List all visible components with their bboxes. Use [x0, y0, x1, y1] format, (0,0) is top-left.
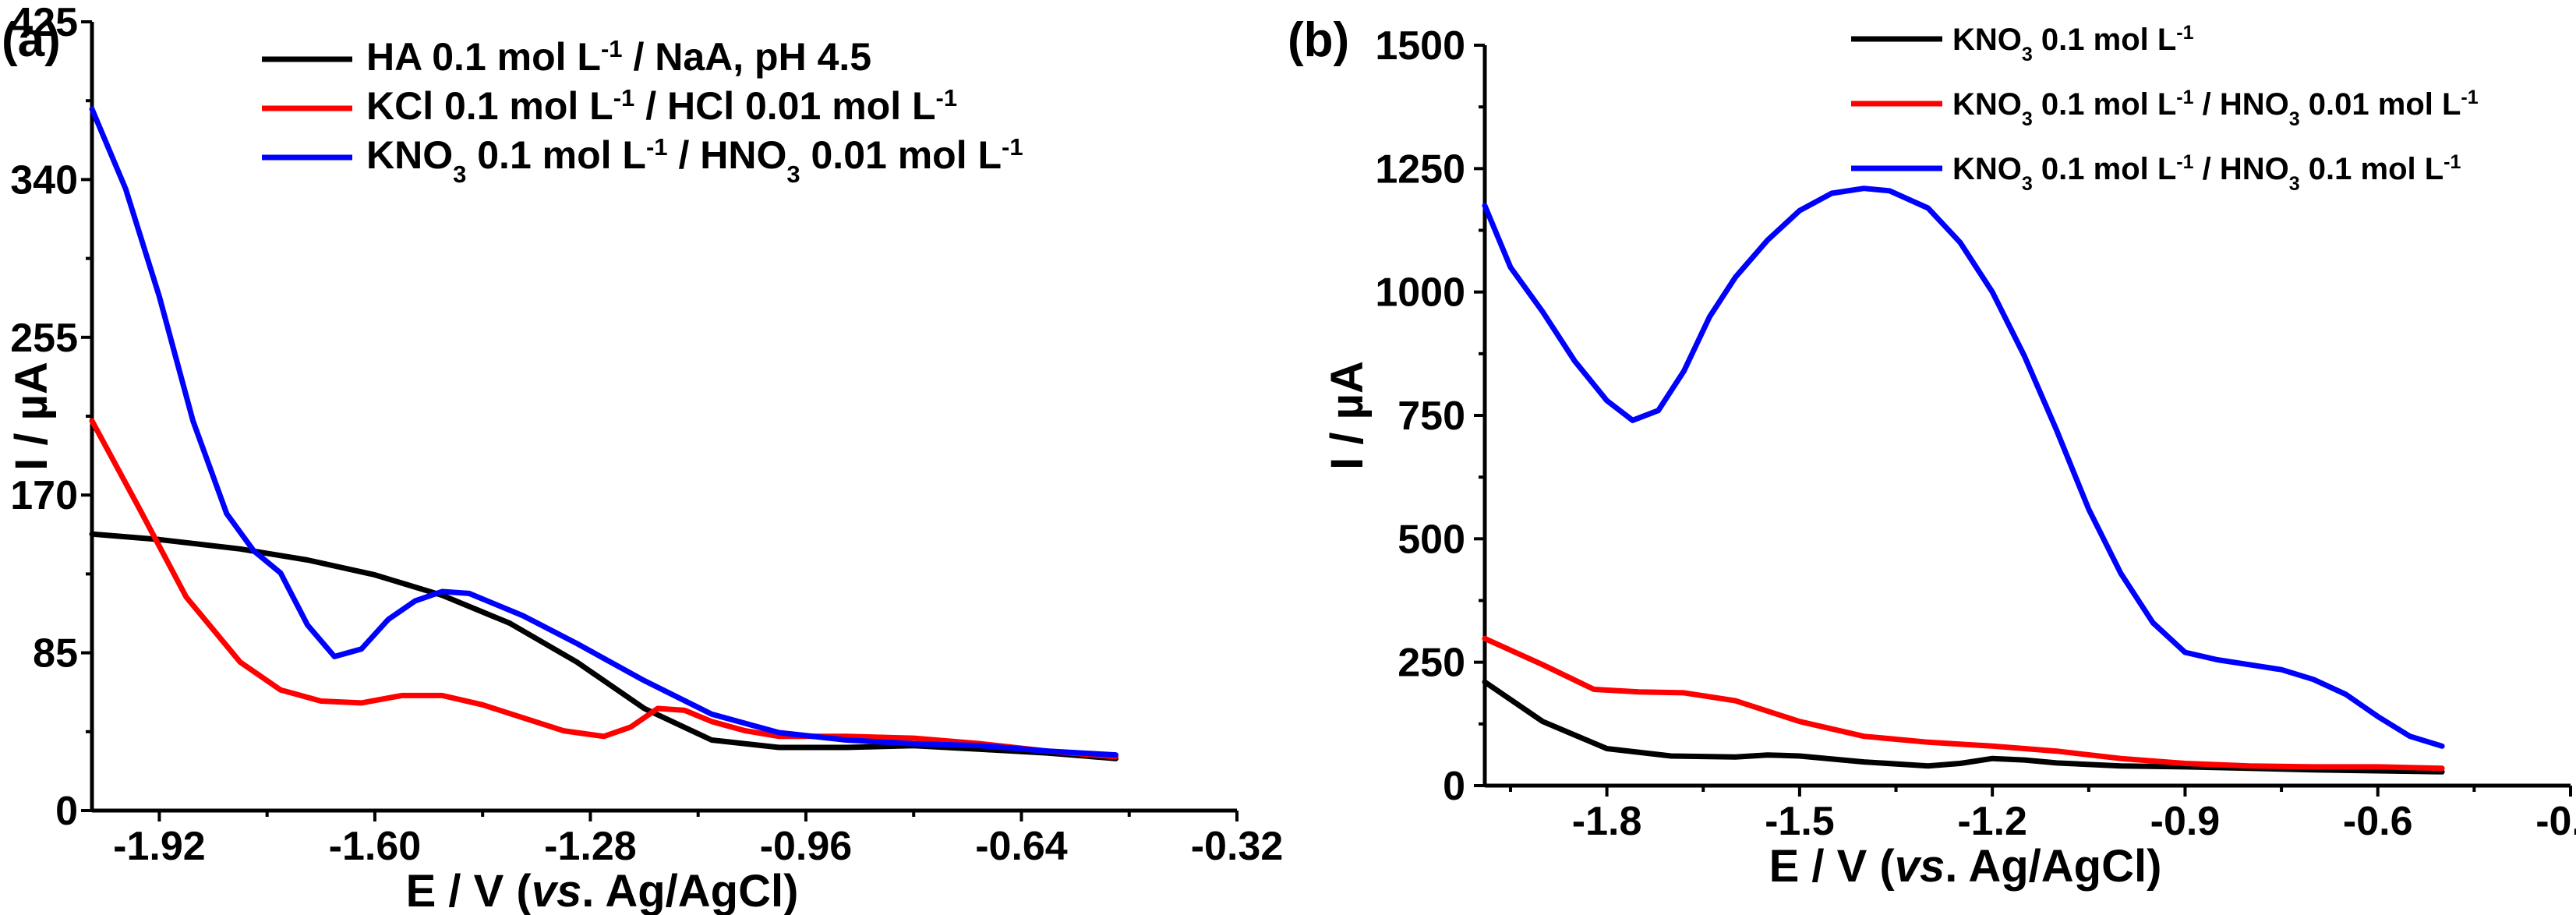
panel-a-series-line-1	[89, 531, 1118, 761]
panel-a-legend-part: -1	[601, 35, 623, 62]
panel-b-legend-part: KNO	[1952, 87, 2022, 122]
panel-a-legend-part: 3	[453, 161, 466, 188]
panel-b-legend-part: 0.1 mol L	[2033, 23, 2177, 57]
panel-a-x-tick-label: -1.92	[113, 824, 206, 869]
panel-b-y-tick-label: 250	[1398, 641, 1465, 686]
panel-b-y-tick-label: 1250	[1375, 147, 1465, 192]
panel-b-letter: (b)	[1288, 13, 1349, 67]
panel-b-x-title-italic: vs	[1895, 841, 1945, 892]
panel-b-y-tick-label: 1500	[1375, 23, 1465, 69]
panel-b-legend-part: / HNO	[2194, 152, 2289, 186]
panel-a-x-tick-label: -0.32	[1191, 824, 1284, 869]
panel-a-series-line-3	[89, 106, 1118, 758]
panel-b-legend-label-3: KNO3 0.1 mol L-1 / HNO3 0.1 mol L-1	[1952, 151, 2461, 195]
panel-a-x-title-part: E / V (	[406, 866, 532, 915]
panel-a-y-tick-label: 425	[10, 0, 78, 45]
panel-b-x-tick-label: -1.2	[1957, 799, 2027, 844]
panel-a-y-tick-label: 0	[55, 789, 78, 834]
panel-b-x-tick-label: -0.9	[2150, 799, 2221, 844]
panel-b-legend-part: -1	[2461, 87, 2478, 108]
panel-a-legend-label-3: KNO3 0.1 mol L-1 / HNO3 0.01 mol L-1	[366, 133, 1023, 188]
panel-b-x-tick-label: -1.8	[1572, 799, 1642, 844]
panel-b-legend-label-1: KNO3 0.1 mol L-1	[1952, 22, 2194, 65]
panel-b-legend-part: 3	[2289, 108, 2300, 130]
panel-b-x-tick-label: -1.5	[1765, 799, 1835, 844]
panel-a-y-tick-label: 255	[10, 316, 78, 361]
panel-a-letter: (a)	[2, 13, 61, 67]
panel-a-legend-part: -1	[1002, 133, 1023, 161]
panel-a-legend-part: -1	[613, 84, 635, 111]
panel-b-y-tick-label: 500	[1398, 517, 1465, 562]
panel-b-legend-part: -1	[2176, 22, 2193, 44]
panel-a-legend-part: KNO	[366, 133, 453, 177]
panel-a-x-title-part: . Ag/AgCl)	[581, 866, 798, 915]
panel-a-chart: (a) 0 85 170 255 340 425 -1.92 -1.60 -1.28 -0.96 -0…	[2, 0, 1283, 915]
panel-b-series-line-1	[1482, 679, 2445, 775]
panel-a-legend-part: -1	[646, 133, 668, 161]
panel-b-legend-part: 3	[2022, 44, 2033, 65]
panel-b-y-axis-title: I / µA	[1322, 361, 1373, 470]
panel-a-x-axis-title: E / V (vs. Ag/AgCl)	[406, 866, 799, 915]
panel-b-x-title-part: E / V (	[1769, 841, 1896, 892]
panel-b-series-line-2	[1482, 635, 2445, 772]
panel-a-x-title-italic: vs	[532, 866, 582, 915]
panel-b-legend-part: -1	[2443, 151, 2461, 173]
panel-b-y-tick-label: 750	[1398, 394, 1465, 439]
panel-a-legend-part: HA 0.1 mol L	[366, 35, 601, 79]
panel-a-y-tick-label: 170	[10, 473, 78, 518]
panel-a-x-tick-label: -1.28	[544, 824, 637, 869]
panel-b-legend-part: 0.1 mol L	[2300, 152, 2444, 186]
panel-b-y-tick-label: 1000	[1375, 270, 1465, 316]
panel-b-legend-part: 0.1 mol L	[2033, 87, 2177, 122]
panel-b-legend-part: 0.1 mol L	[2033, 152, 2177, 186]
panel-a-x-tick-label: -0.96	[760, 824, 853, 869]
panel-b-legend-part: 0.01 mol L	[2300, 87, 2461, 122]
panel-b-legend-part: -1	[2176, 151, 2193, 173]
panel-a-legend-part: / NaA, pH 4.5	[623, 35, 872, 79]
panel-b-x-tick-label: -0.3	[2535, 799, 2576, 844]
panel-a-legend-part: 0.1 mol L	[466, 133, 646, 177]
panel-a-y-axis-title: I / µA	[6, 362, 57, 471]
panel-a-legend-part: / HNO	[668, 133, 787, 177]
panel-b-legend-part: 3	[2022, 173, 2033, 195]
panel-a-legend-label-1: HA 0.1 mol L-1 / NaA, pH 4.5	[366, 35, 871, 79]
panel-b-chart: (b) 0 250 500 750 1000 1250 1500 -1.8 -1.5 -1.2 -0.…	[1288, 13, 2576, 892]
panel-b-series-line-3	[1482, 185, 2445, 749]
panel-b-legend-part: 3	[2289, 173, 2300, 195]
panel-a-legend-part: 3	[786, 161, 800, 188]
panel-b-legend-label-2: KNO3 0.1 mol L-1 / HNO3 0.01 mol L-1	[1952, 87, 2479, 130]
panel-a-legend-part: -1	[936, 84, 958, 111]
panel-a-x-tick-label: -0.64	[975, 824, 1068, 869]
panel-b-legend-part: -1	[2176, 87, 2193, 108]
panel-a-series-line-2	[89, 418, 1118, 760]
panel-a-legend-part: 0.01 mol L	[800, 133, 1002, 177]
panel-a-y-tick-label: 85	[33, 631, 78, 677]
panel-b-legend-part: 3	[2022, 108, 2033, 130]
panel-b-x-title-part: . Ag/AgCl)	[1945, 841, 2161, 892]
panel-b-legend-part: KNO	[1952, 23, 2022, 57]
panel-a-legend-label-2: KCl 0.1 mol L-1 / HCl 0.01 mol L-1	[366, 84, 957, 129]
panel-b-y-tick-label: 0	[1443, 764, 1465, 809]
panel-a-legend-part: KCl 0.1 mol L	[366, 84, 613, 128]
panel-b-legend-part: / HNO	[2194, 87, 2289, 122]
panel-b-legend-part: KNO	[1952, 152, 2022, 186]
panel-a-legend-part: / HCl 0.01 mol L	[634, 84, 935, 128]
panel-a-y-tick-label: 340	[10, 157, 78, 203]
panel-a-x-tick-label: -1.60	[329, 824, 422, 869]
panel-b-x-tick-label: -0.6	[2343, 799, 2413, 844]
panel-b-x-axis-title: E / V (vs. Ag/AgCl)	[1769, 841, 2162, 892]
